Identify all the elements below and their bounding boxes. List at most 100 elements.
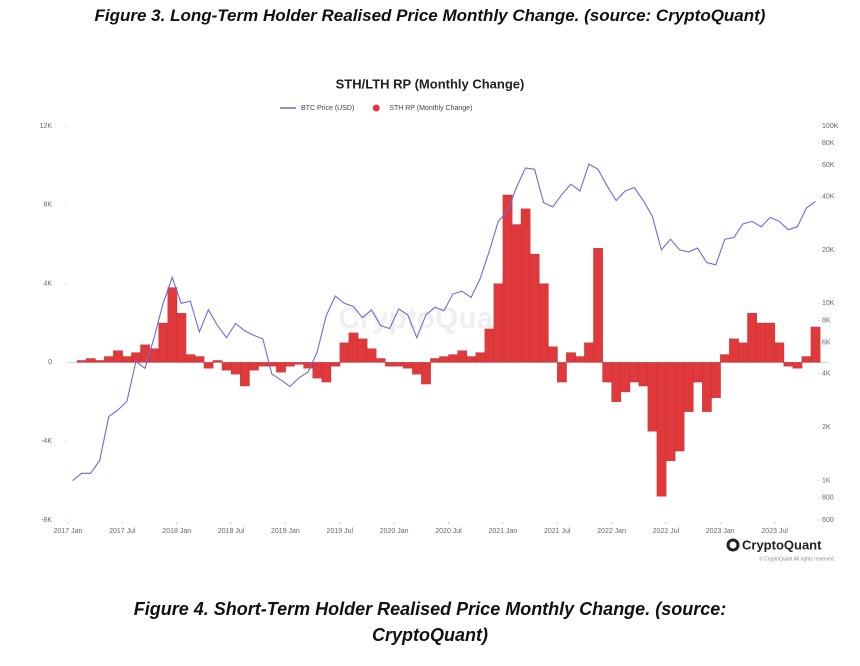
area-column bbox=[548, 346, 558, 363]
figure-caption: Figure 3. Long-Term Holder Realised Pric… bbox=[94, 6, 766, 25]
area-column bbox=[620, 362, 631, 393]
area-column bbox=[729, 338, 739, 363]
area-column bbox=[520, 208, 531, 363]
area-column bbox=[403, 362, 413, 369]
area-column bbox=[439, 356, 449, 363]
area-column bbox=[810, 326, 821, 363]
area-column bbox=[95, 360, 105, 363]
area-column bbox=[393, 362, 404, 367]
area-column bbox=[285, 362, 295, 367]
x-tick-label: 2017 Jan bbox=[54, 528, 83, 535]
area-column bbox=[774, 342, 785, 363]
area-column bbox=[529, 253, 540, 363]
y2-tick-label: 20K bbox=[822, 247, 835, 254]
y2-tick-label: 1K bbox=[822, 478, 831, 485]
y2-tick-label: 4K bbox=[822, 371, 831, 378]
area-column bbox=[294, 362, 304, 365]
brand: CryptoQuant bbox=[742, 537, 822, 552]
area-column bbox=[765, 322, 776, 363]
price-line bbox=[72, 163, 816, 482]
area-column bbox=[122, 356, 132, 363]
x-tick-label: 2023 Jul bbox=[761, 528, 788, 535]
area-column bbox=[384, 362, 395, 367]
x-tick-label: 2020 Jul bbox=[435, 528, 462, 535]
legend-label: STH RP (Monthly Change) bbox=[389, 105, 472, 112]
area-column bbox=[249, 362, 259, 371]
area-column bbox=[230, 362, 241, 375]
y-tick-label: 0 bbox=[48, 359, 52, 366]
area-column bbox=[538, 283, 549, 363]
y-tick-label: -4K bbox=[41, 438, 52, 445]
y2-tick-label: 600 bbox=[822, 517, 834, 524]
area-column bbox=[185, 354, 196, 363]
area-column bbox=[276, 362, 286, 373]
area-column bbox=[602, 362, 613, 383]
area-column bbox=[158, 322, 169, 363]
area-column bbox=[76, 360, 87, 363]
area-column bbox=[221, 362, 232, 371]
x-tick-label: 2019 Jul bbox=[327, 528, 354, 535]
area-column bbox=[421, 362, 431, 385]
area-column bbox=[448, 354, 459, 363]
area-column bbox=[711, 362, 721, 399]
legend-label: BTC Price (USD) bbox=[301, 105, 354, 112]
x-tick-label: 2020 Jan bbox=[380, 528, 409, 535]
copyright: © CryptoQuant All rights reserved. bbox=[759, 555, 835, 562]
area-column bbox=[801, 356, 812, 363]
y2-tick-label: 60K bbox=[822, 162, 835, 169]
area-column bbox=[85, 358, 96, 363]
area-column bbox=[239, 362, 250, 387]
y2-tick-label: 100K bbox=[822, 123, 839, 130]
area-column bbox=[357, 338, 368, 363]
y2-tick-label: 8K bbox=[822, 317, 831, 324]
brand-logo bbox=[726, 538, 740, 552]
area-column bbox=[212, 360, 223, 363]
area-column bbox=[747, 312, 757, 363]
area-column bbox=[149, 348, 160, 363]
x-tick-label: 2018 Jul bbox=[218, 528, 245, 535]
area-column bbox=[167, 287, 178, 363]
y-tick-label: -8K bbox=[41, 517, 52, 524]
area-column bbox=[756, 322, 767, 363]
area-column bbox=[493, 283, 504, 363]
x-tick-label: 2022 Jul bbox=[653, 528, 680, 535]
area-column bbox=[575, 356, 585, 363]
area-column bbox=[665, 362, 676, 462]
area-column bbox=[430, 358, 440, 363]
area-column bbox=[475, 352, 486, 363]
area-column bbox=[484, 328, 495, 363]
area-column bbox=[366, 348, 377, 363]
legend-swatch bbox=[372, 104, 380, 112]
area-column bbox=[321, 362, 332, 383]
area-column bbox=[566, 352, 576, 363]
x-tick-label: 2022 Jan bbox=[597, 528, 626, 535]
x-tick-label: 2021 Jan bbox=[488, 528, 517, 535]
figure-caption: Figure 4. Short-Term Holder Realised Pri… bbox=[133, 599, 727, 645]
area-column bbox=[629, 362, 640, 383]
area-column bbox=[203, 362, 214, 369]
y2-tick-label: 80K bbox=[822, 140, 835, 147]
area-column bbox=[466, 356, 477, 363]
area-column bbox=[720, 354, 730, 363]
area-column bbox=[457, 350, 468, 363]
y2-tick-label: 40K bbox=[822, 193, 835, 200]
y2-tick-label: 800 bbox=[822, 495, 834, 502]
area-column bbox=[104, 356, 114, 363]
area-column bbox=[412, 362, 422, 375]
x-tick-label: 2021 Jul bbox=[544, 528, 571, 535]
x-tick-label: 2018 Jan bbox=[162, 528, 191, 535]
area-column bbox=[611, 362, 622, 402]
chart-title: STH/LTH RP (Monthly Change) bbox=[336, 76, 525, 91]
area-column bbox=[792, 362, 803, 369]
area-column bbox=[683, 362, 694, 412]
area-column bbox=[176, 312, 187, 363]
area-column bbox=[674, 362, 685, 452]
x-tick-label: 2017 Jul bbox=[109, 528, 136, 535]
area-column bbox=[511, 224, 522, 363]
y-tick-label: 8K bbox=[43, 202, 52, 209]
area-column bbox=[738, 342, 748, 363]
area-column bbox=[258, 362, 268, 367]
area-column bbox=[131, 352, 141, 363]
area-column bbox=[312, 362, 323, 379]
